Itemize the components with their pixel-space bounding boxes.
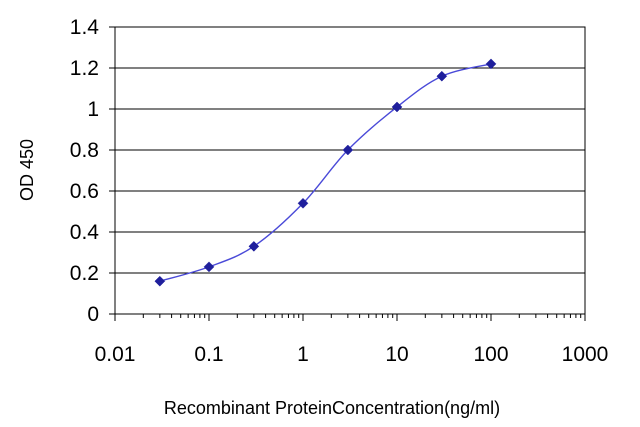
data-point xyxy=(436,70,448,82)
y-tick-label: 1.2 xyxy=(70,57,99,80)
data-point xyxy=(297,197,309,209)
x-tick-label: 10 xyxy=(385,343,408,366)
x-axis-ticks: 0.01 0.1 1 10 100 1000 xyxy=(95,314,609,366)
x-tick-label: 0.1 xyxy=(194,343,223,366)
data-point xyxy=(154,275,166,287)
y-tick-label: 1.4 xyxy=(70,16,100,39)
x-tick-label: 1 xyxy=(297,343,309,366)
x-tick-label: 1000 xyxy=(562,343,609,366)
data-point xyxy=(485,58,497,70)
y-tick-label: 0.4 xyxy=(70,221,100,244)
data-point xyxy=(391,101,403,113)
data-point xyxy=(342,144,354,156)
plot-area xyxy=(114,26,586,315)
data-point xyxy=(248,240,260,252)
x-axis-title: Recombinant ProteinConcentration(ng/ml) xyxy=(164,398,500,418)
y-tick-label: 0 xyxy=(87,303,99,326)
y-axis-title: OD 450 xyxy=(17,139,37,201)
y-tick-label: 0.8 xyxy=(70,139,99,162)
gridlines xyxy=(115,26,585,274)
y-tick-label: 1 xyxy=(87,98,99,121)
series-group xyxy=(154,58,497,287)
y-tick-label: 0.2 xyxy=(70,262,99,285)
y-axis-ticks: 0 0.2 0.4 0.6 0.8 1 1.2 1.4 xyxy=(70,16,115,326)
axes xyxy=(114,27,585,315)
data-point xyxy=(203,261,215,273)
x-tick-label: 0.01 xyxy=(95,343,136,366)
y-tick-label: 0.6 xyxy=(70,180,99,203)
x-tick-label: 100 xyxy=(473,343,508,366)
series-line xyxy=(159,63,492,282)
